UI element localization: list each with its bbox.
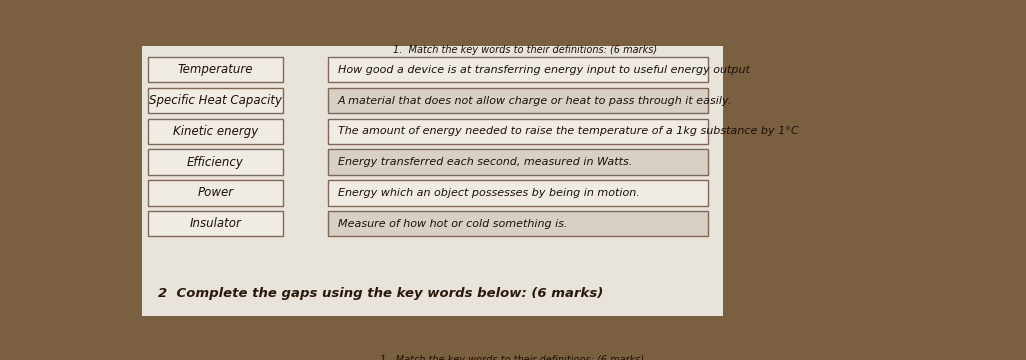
Text: 1.  Match the key words to their definitions: (6 marks): 1. Match the key words to their definiti… xyxy=(380,355,644,360)
Bar xyxy=(148,119,283,144)
Bar xyxy=(328,180,708,206)
Text: The amount of energy needed to raise the temperature of a 1kg substance by 1°C: The amount of energy needed to raise the… xyxy=(338,126,798,136)
Bar xyxy=(328,211,708,237)
Text: Specific Heat Capacity: Specific Heat Capacity xyxy=(149,94,282,107)
Text: Energy transferred each second, measured in Watts.: Energy transferred each second, measured… xyxy=(338,157,632,167)
Text: Measure of how hot or cold something is.: Measure of how hot or cold something is. xyxy=(338,219,567,229)
Bar xyxy=(148,211,283,237)
Text: Efficiency: Efficiency xyxy=(187,156,244,169)
Bar xyxy=(143,46,723,316)
Text: Kinetic energy: Kinetic energy xyxy=(172,125,259,138)
Text: 1.  Match the key words to their definitions: (6 marks): 1. Match the key words to their definiti… xyxy=(393,45,657,55)
Text: How good a device is at transferring energy input to useful energy output: How good a device is at transferring ene… xyxy=(338,65,749,75)
Text: Power: Power xyxy=(197,186,234,199)
Bar xyxy=(148,88,283,113)
Bar xyxy=(328,149,708,175)
Bar xyxy=(328,57,708,82)
Text: A material that does not allow charge or heat to pass through it easily.: A material that does not allow charge or… xyxy=(338,95,732,105)
Text: Insulator: Insulator xyxy=(190,217,241,230)
Bar xyxy=(148,180,283,206)
Text: 2  Complete the gaps using the key words below: (6 marks): 2 Complete the gaps using the key words … xyxy=(158,287,603,300)
Bar xyxy=(328,119,708,144)
Text: Temperature: Temperature xyxy=(177,63,253,76)
Bar xyxy=(148,57,283,82)
Text: Energy which an object possesses by being in motion.: Energy which an object possesses by bein… xyxy=(338,188,639,198)
Bar xyxy=(328,88,708,113)
Bar xyxy=(148,149,283,175)
